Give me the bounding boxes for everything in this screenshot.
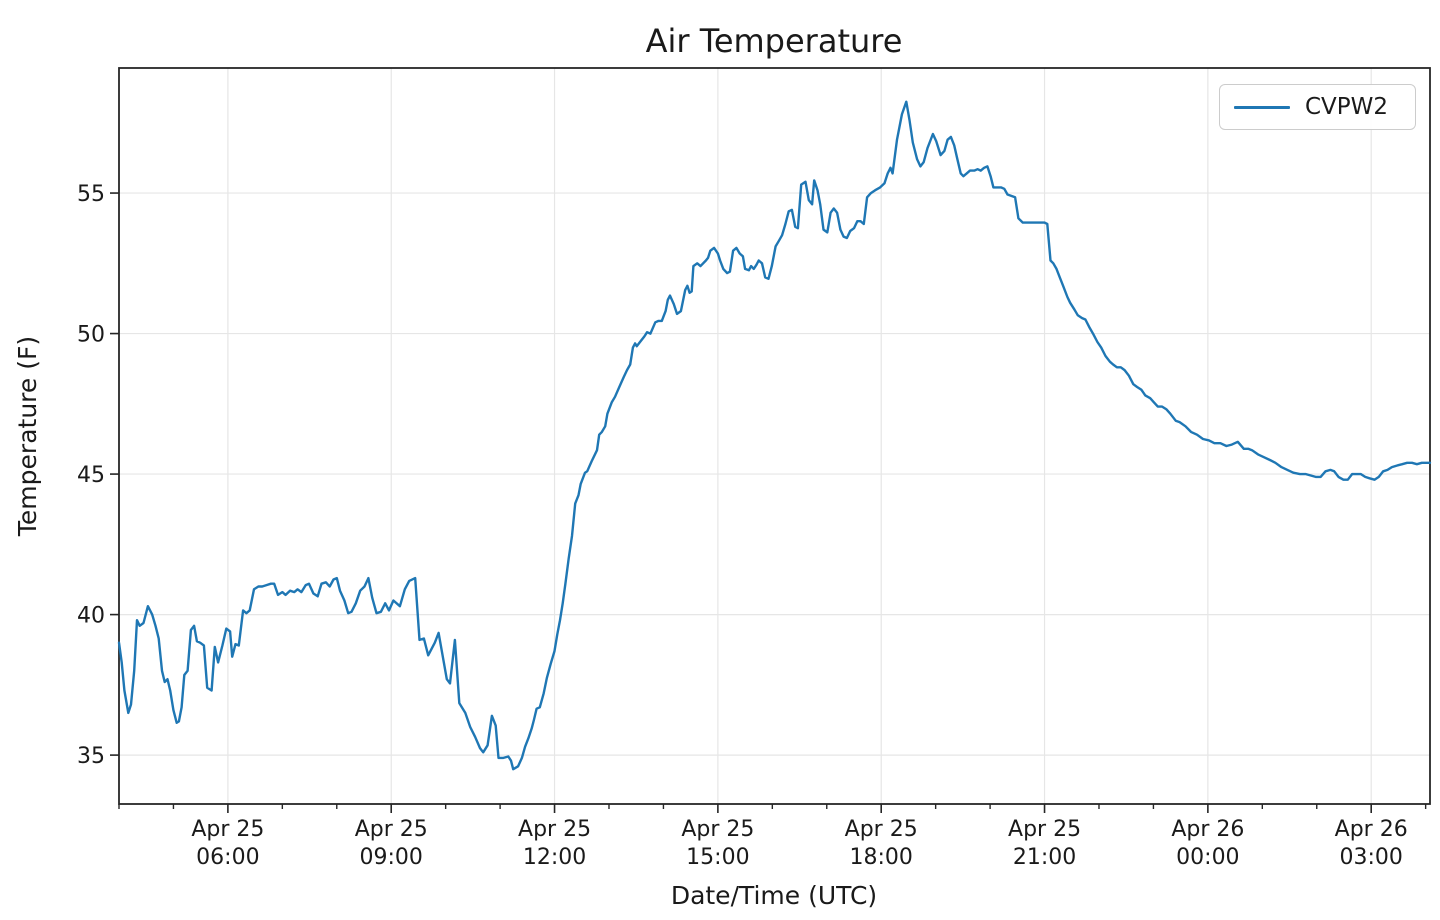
x-axis-label: Date/Time (UTC) — [671, 881, 877, 910]
series-layer — [117, 100, 1432, 771]
tick-layer: Apr 25 06:00 Apr 25 09:00 Apr 25 12:00 Apr 25 1… — [77, 182, 1427, 870]
x-tick-label: Apr 26 00:00 — [1171, 817, 1244, 870]
axes-spines — [118, 67, 1431, 805]
y-axis-label: Temperature (F) — [13, 336, 42, 537]
grid-layer — [119, 68, 1430, 804]
x-tick-label: Apr 25 21:00 — [1008, 817, 1081, 870]
axes-border — [118, 67, 1431, 805]
y-tick-label: 40 — [77, 604, 105, 629]
x-tick-label: Apr 25 15:00 — [681, 817, 754, 870]
x-tick-label: Apr 25 12:00 — [518, 817, 591, 870]
legend-label: CVPW2 — [1305, 93, 1389, 120]
y-tick-label: 50 — [77, 323, 105, 348]
x-tick-label: Apr 25 09:00 — [355, 817, 428, 870]
chart-title: Air Temperature — [646, 22, 903, 60]
y-tick-label: 45 — [77, 463, 105, 488]
x-tick-label: Apr 25 06:00 — [191, 817, 264, 870]
series-line-CVPW2 — [117, 100, 1432, 771]
x-tick-label: Apr 26 03:00 — [1335, 817, 1408, 870]
legend-line-sample — [1234, 105, 1290, 109]
x-tick-label: Apr 25 18:00 — [845, 817, 918, 870]
y-tick-label: 55 — [77, 182, 105, 207]
y-tick-label: 35 — [77, 744, 105, 769]
legend: CVPW2 — [1219, 84, 1416, 130]
